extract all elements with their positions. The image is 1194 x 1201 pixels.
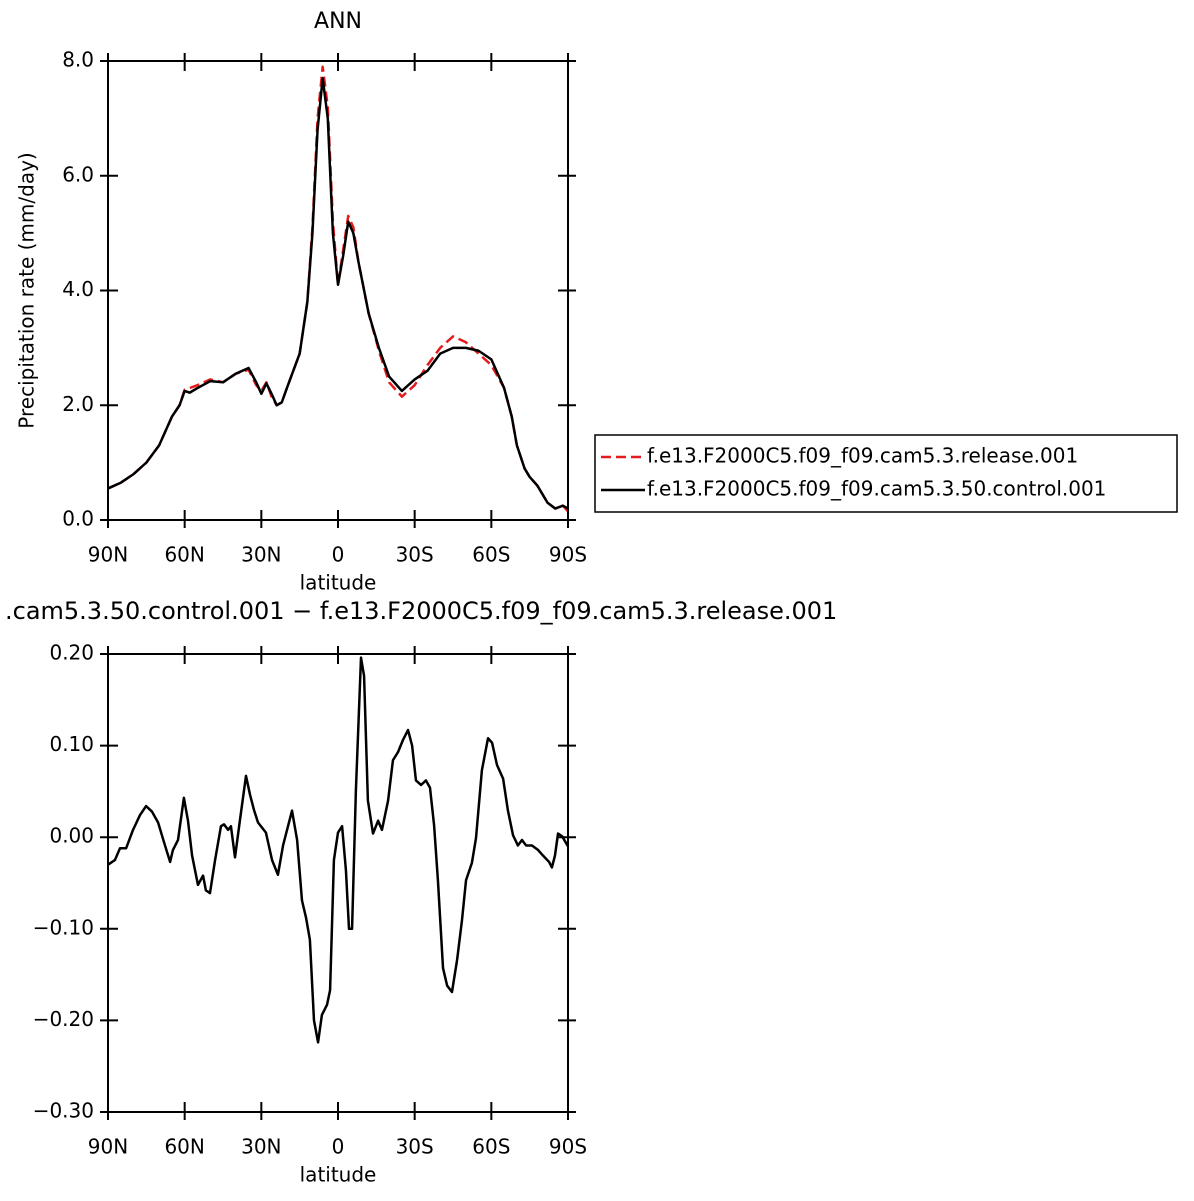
x-axis-label: latitude bbox=[300, 571, 377, 595]
chart-title: .cam5.3.50.control.001 − f.e13.F2000C5.f… bbox=[5, 597, 837, 625]
legend-label: f.e13.F2000C5.f09_f09.cam5.3.50.control.… bbox=[647, 477, 1106, 501]
y-tick-label: −0.30 bbox=[33, 1099, 94, 1123]
x-tick-label: 90S bbox=[549, 543, 587, 567]
x-tick-label: 0 bbox=[332, 543, 345, 567]
x-tick-label: 30S bbox=[396, 543, 434, 567]
y-tick-label: 0.20 bbox=[49, 641, 94, 665]
legend-box bbox=[594, 434, 1178, 513]
x-tick-label: 90N bbox=[88, 543, 128, 567]
y-tick-label: 2.0 bbox=[62, 392, 94, 416]
plot-frame bbox=[107, 653, 569, 1113]
x-tick-label: 60N bbox=[164, 543, 204, 567]
y-tick-label: 6.0 bbox=[62, 162, 94, 186]
x-tick-label: 90S bbox=[549, 1135, 587, 1159]
x-tick-label: 30N bbox=[241, 543, 281, 567]
plot-frame bbox=[107, 60, 569, 521]
y-tick-label: −0.10 bbox=[33, 915, 94, 939]
y-tick-label: 0.00 bbox=[49, 824, 94, 848]
y-tick-label: −0.20 bbox=[33, 1007, 94, 1031]
x-tick-label: 90N bbox=[88, 1135, 128, 1159]
x-axis-label: latitude bbox=[300, 1163, 377, 1187]
data-line bbox=[107, 656, 570, 1044]
legend-label: f.e13.F2000C5.f09_f09.cam5.3.release.001 bbox=[647, 444, 1078, 468]
y-axis-label: Precipitation rate (mm/day) bbox=[15, 152, 39, 428]
data-line bbox=[107, 65, 569, 513]
y-tick-label: 0.0 bbox=[62, 507, 94, 531]
y-tick-label: 4.0 bbox=[62, 277, 94, 301]
y-tick-label: 0.10 bbox=[49, 732, 94, 756]
x-tick-label: 30S bbox=[396, 1135, 434, 1159]
x-tick-label: 0 bbox=[332, 1135, 345, 1159]
x-tick-label: 60S bbox=[472, 1135, 510, 1159]
x-tick-label: 60N bbox=[164, 1135, 204, 1159]
x-tick-label: 30N bbox=[241, 1135, 281, 1159]
chart-title: ANN bbox=[314, 9, 362, 34]
x-tick-label: 60S bbox=[472, 543, 510, 567]
y-tick-label: 8.0 bbox=[62, 48, 94, 72]
data-line bbox=[107, 76, 569, 510]
